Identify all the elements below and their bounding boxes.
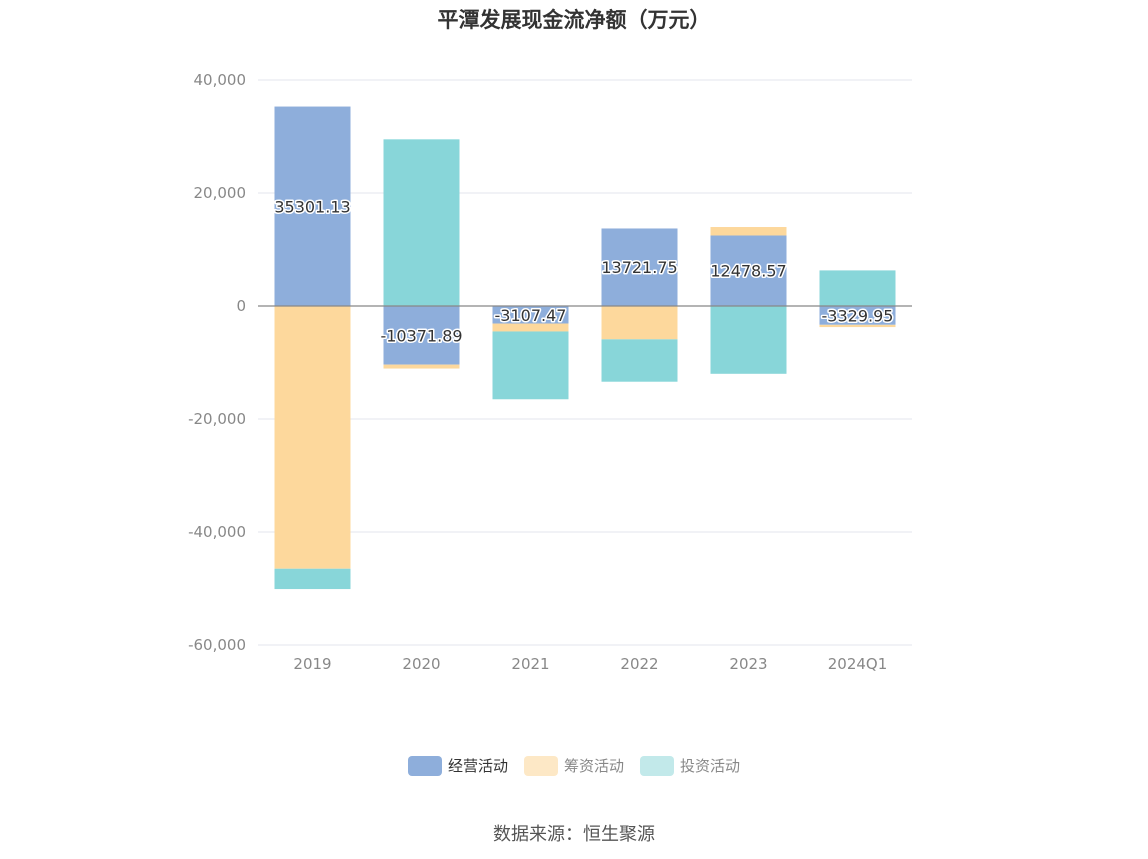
- y-tick-label: 40,000: [194, 71, 247, 89]
- data-label: -3329.95: [822, 306, 894, 325]
- bar-投资活动-2022[interactable]: [601, 339, 678, 382]
- legend-item-投资活动[interactable]: 投资活动: [640, 755, 740, 776]
- legend-label: 筹资活动: [563, 757, 624, 775]
- y-tick-label: 20,000: [194, 184, 247, 202]
- x-tick-label: 2023: [729, 655, 767, 673]
- grid-lines: [258, 79, 912, 646]
- bar-经营活动-2020[interactable]: [383, 306, 460, 365]
- bar-经营活动-2023[interactable]: [710, 235, 787, 306]
- bar-投资活动-2019[interactable]: [274, 568, 351, 590]
- data-label: -3107.47: [495, 306, 567, 325]
- legend-swatch: [640, 755, 674, 776]
- bar-筹资活动-2021[interactable]: [492, 323, 569, 332]
- y-tick-label: -40,000: [188, 523, 246, 541]
- data-label: 12478.57: [710, 262, 786, 281]
- bar-经营活动-2022[interactable]: [601, 228, 678, 306]
- bar-经营活动-2024Q1[interactable]: [819, 306, 896, 325]
- legend-swatch: [407, 755, 442, 776]
- data-label: -10371.89: [380, 326, 462, 345]
- data-source: 数据来源：恒生聚源: [493, 824, 655, 845]
- bar-筹资活动-2023[interactable]: [710, 227, 787, 236]
- bar-筹资活动-2020[interactable]: [383, 364, 460, 369]
- y-tick-label: 0: [236, 297, 246, 315]
- x-tick-label: 2021: [511, 655, 549, 673]
- bar-经营活动-2019[interactable]: [274, 106, 351, 306]
- y-tick-label: -20,000: [188, 410, 246, 428]
- legend-label: 投资活动: [680, 757, 741, 775]
- legend-item-筹资活动[interactable]: 筹资活动: [523, 755, 624, 776]
- data-label: 35301.13: [274, 197, 350, 216]
- data-label: 13721.75: [601, 258, 677, 277]
- legend-item-经营活动[interactable]: 经营活动: [407, 755, 508, 776]
- bar-投资活动-2023[interactable]: [710, 306, 787, 374]
- x-axis-ticks: 2019 2020 2021 2022 2023 2024Q1: [293, 655, 887, 673]
- y-tick-label: -60,000: [188, 636, 246, 654]
- legend: 经营活动 筹资活动 投资活动: [0, 755, 1148, 776]
- bar-筹资活动-2024Q1[interactable]: [819, 324, 896, 328]
- bar-投资活动-2020[interactable]: [383, 139, 460, 306]
- y-axis-ticks: 40,000 20,000 0 -20,000 -40,000 -60,000: [188, 71, 246, 654]
- x-tick-label: 2020: [402, 655, 440, 673]
- bar-投资活动-2021[interactable]: [492, 331, 569, 400]
- bar-筹资活动-2022[interactable]: [601, 306, 678, 340]
- chart-title: 平潭发展现金流净额（万元）: [437, 8, 711, 32]
- legend-swatch: [523, 755, 558, 776]
- bar-筹资活动-2019[interactable]: [274, 306, 351, 569]
- data-labels: 35301.13 -10371.89 -3107.47 13721.75 12478.5…: [273, 196, 895, 347]
- legend-label: 经营活动: [447, 757, 508, 775]
- x-tick-label: 2019: [293, 655, 331, 673]
- x-tick-label: 2022: [620, 655, 658, 673]
- bar-投资活动-2024Q1[interactable]: [819, 270, 896, 306]
- bar-经营活动-2021[interactable]: [492, 306, 569, 324]
- bars: [274, 106, 896, 590]
- x-tick-label: 2024Q1: [828, 655, 888, 673]
